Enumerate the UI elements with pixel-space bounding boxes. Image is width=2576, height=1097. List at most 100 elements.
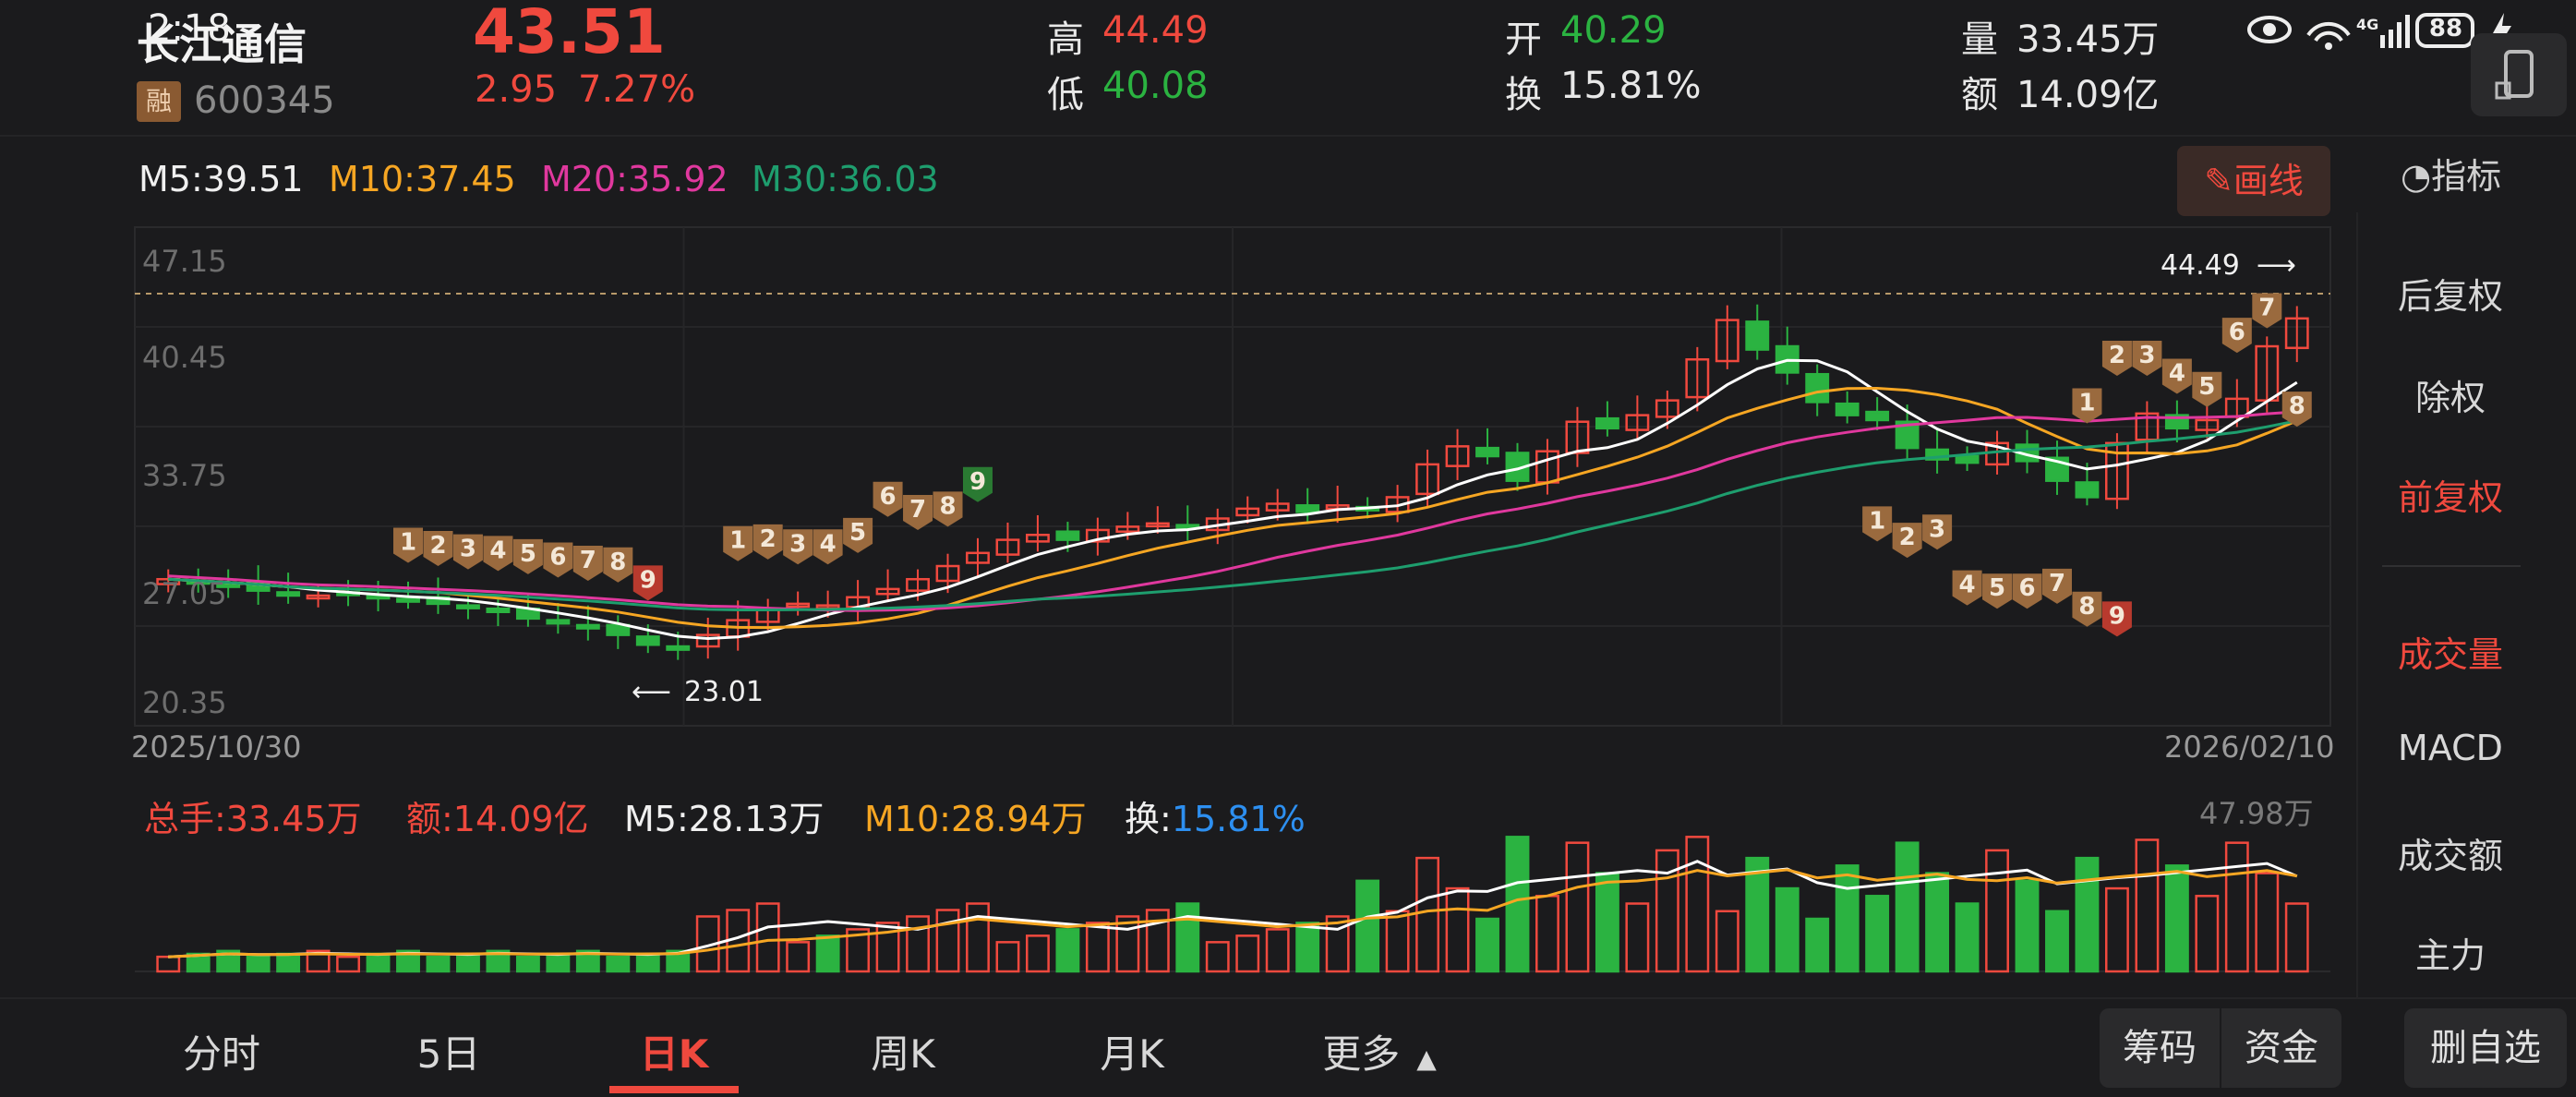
price-axis-label: 40.45 <box>142 340 227 375</box>
count-badge-down: 2 <box>1892 523 1922 559</box>
count-badge-up: 8 <box>933 491 963 527</box>
volume-bar-down <box>1805 917 1830 973</box>
candle-up <box>1415 463 1440 496</box>
count-badge-label: 2 <box>429 532 446 560</box>
count-badge-up: 5 <box>2192 371 2222 407</box>
volume-bar-down <box>456 952 480 973</box>
count-badge-down: 5 <box>1982 573 2013 609</box>
candle-up <box>1625 414 1650 431</box>
count-badge-label: 2 <box>2109 342 2125 369</box>
date-start-label: 2025/10/30 <box>131 729 302 765</box>
volume-bar-up <box>755 902 780 973</box>
count-badge-label: 2 <box>760 525 776 553</box>
tab-weekly-k[interactable]: 周K <box>871 1031 935 1077</box>
count-badge-shape <box>1982 573 2013 609</box>
caret-up-icon: ▲ <box>1416 1043 1437 1074</box>
sidebar-item-back-adjust[interactable]: 后复权 <box>2397 276 2503 317</box>
count-badge-up: 4 <box>2161 358 2192 394</box>
count-badge-up: 3 <box>2132 341 2162 377</box>
count-badge-label: 9 <box>2109 602 2125 630</box>
count-badge-down: 1 <box>393 527 424 563</box>
price-change: 2.95 <box>475 68 558 111</box>
tab-more[interactable]: 更多 ▲ <box>1322 1031 1437 1077</box>
fund-flow-button[interactable]: 资金 <box>2221 1008 2341 1088</box>
count-badge-shape <box>512 538 543 574</box>
candle-down <box>635 635 660 646</box>
count-badge-up: 9 <box>962 466 993 502</box>
volume-bar-up <box>875 922 900 973</box>
sidebar-item-ex-rights[interactable]: 除权 <box>2414 378 2486 418</box>
sidebar-item-volume[interactable]: 成交量 <box>2397 634 2503 675</box>
count-badge-label: 1 <box>400 528 416 556</box>
count-badge-label: 4 <box>1959 572 1976 599</box>
battery-level: 88 <box>2428 15 2463 42</box>
remove-watchlist-button[interactable]: 删自选 <box>2404 1008 2567 1088</box>
tab-monthly-k[interactable]: 月K <box>1100 1031 1164 1077</box>
count-badge-up: 2 <box>752 524 783 560</box>
volume-bar-down <box>1745 856 1770 973</box>
count-badge-label: 7 <box>2258 295 2275 322</box>
tab-daily-k[interactable]: 日K <box>639 1031 709 1077</box>
volume-bar-down <box>1175 902 1200 973</box>
volume-m5-legend: M5:28.13万 <box>624 799 825 839</box>
volume-bar-down <box>575 949 600 973</box>
volume-bar-down <box>606 955 631 973</box>
volume-bar-up <box>1655 849 1679 973</box>
price-axis-label: 47.15 <box>142 244 227 279</box>
ma10-legend: M10:37.45 <box>329 159 516 199</box>
tab-5day[interactable]: 5日 <box>416 1031 481 1077</box>
count-badge-label: 5 <box>520 540 536 568</box>
count-badge-down: 1 <box>1862 506 1893 542</box>
count-badge-shape <box>1862 506 1893 542</box>
sidebar-divider <box>2382 565 2521 567</box>
candle-down <box>216 583 241 588</box>
count-badge-label: 4 <box>489 536 506 564</box>
sidebar-item-turnover-amount[interactable]: 成交额 <box>2397 836 2503 876</box>
draw-line-button[interactable]: ✎画线 <box>2177 146 2330 216</box>
count-badge-label: 3 <box>789 530 806 558</box>
sidebar-item-forward-adjust[interactable]: 前复权 <box>2397 477 2503 518</box>
price-axis-label: 20.35 <box>142 685 227 720</box>
candles <box>156 304 2309 660</box>
count-badge-down: 4 <box>483 536 513 572</box>
candle-up <box>1115 525 1140 533</box>
candle-up <box>2135 412 2160 441</box>
count-badge-up: 6 <box>2221 318 2252 354</box>
volume-bar-down <box>1505 836 1530 973</box>
volume-max-label: 47.98万 <box>2199 796 2314 831</box>
sidebar-item-main-force[interactable]: 主力 <box>2414 935 2486 976</box>
chip-distribution-button[interactable]: 筹码 <box>2100 1008 2220 1088</box>
count-badge-shape <box>2161 358 2192 394</box>
count-badge-up: 1 <box>723 525 753 561</box>
candle-up <box>1685 357 1710 399</box>
count-badge-label: 6 <box>880 483 897 511</box>
count-badge-label: 1 <box>729 527 746 555</box>
count-badge-down: 8 <box>603 547 633 583</box>
count-badge-down: 9 <box>2101 601 2132 637</box>
count-badge-shape <box>2072 591 2102 627</box>
sidebar-item-macd[interactable]: MACD <box>2398 728 2503 768</box>
count-badge-up: 7 <box>2252 293 2282 329</box>
volume-bar-up <box>1625 902 1650 973</box>
volume-bar-up <box>1415 856 1440 973</box>
count-badge-shape <box>452 534 483 570</box>
count-badge-shape <box>723 525 753 561</box>
volume-bar-down <box>1055 928 1080 973</box>
candle-down <box>666 645 691 651</box>
volume-m10-legend: M10:28.94万 <box>864 799 1087 839</box>
volume-bar-down <box>1475 917 1499 973</box>
volume-chart[interactable] <box>0 794 2345 979</box>
candle-down <box>1925 448 1950 461</box>
count-badge-label: 9 <box>969 468 986 496</box>
ma30-line <box>168 419 2298 611</box>
volume-bar-down <box>546 952 571 973</box>
count-badge-label: 7 <box>2049 570 2065 597</box>
rotate-screen-button[interactable] <box>2471 33 2567 116</box>
indicator-button[interactable]: ◔指标 <box>2401 156 2502 197</box>
tab-intraday[interactable]: 分时 <box>182 1031 260 1077</box>
count-badge-shape <box>2252 293 2282 329</box>
volume-bar-down <box>246 955 271 973</box>
count-badge-down: 7 <box>572 546 603 582</box>
candle-down <box>1805 372 1830 404</box>
